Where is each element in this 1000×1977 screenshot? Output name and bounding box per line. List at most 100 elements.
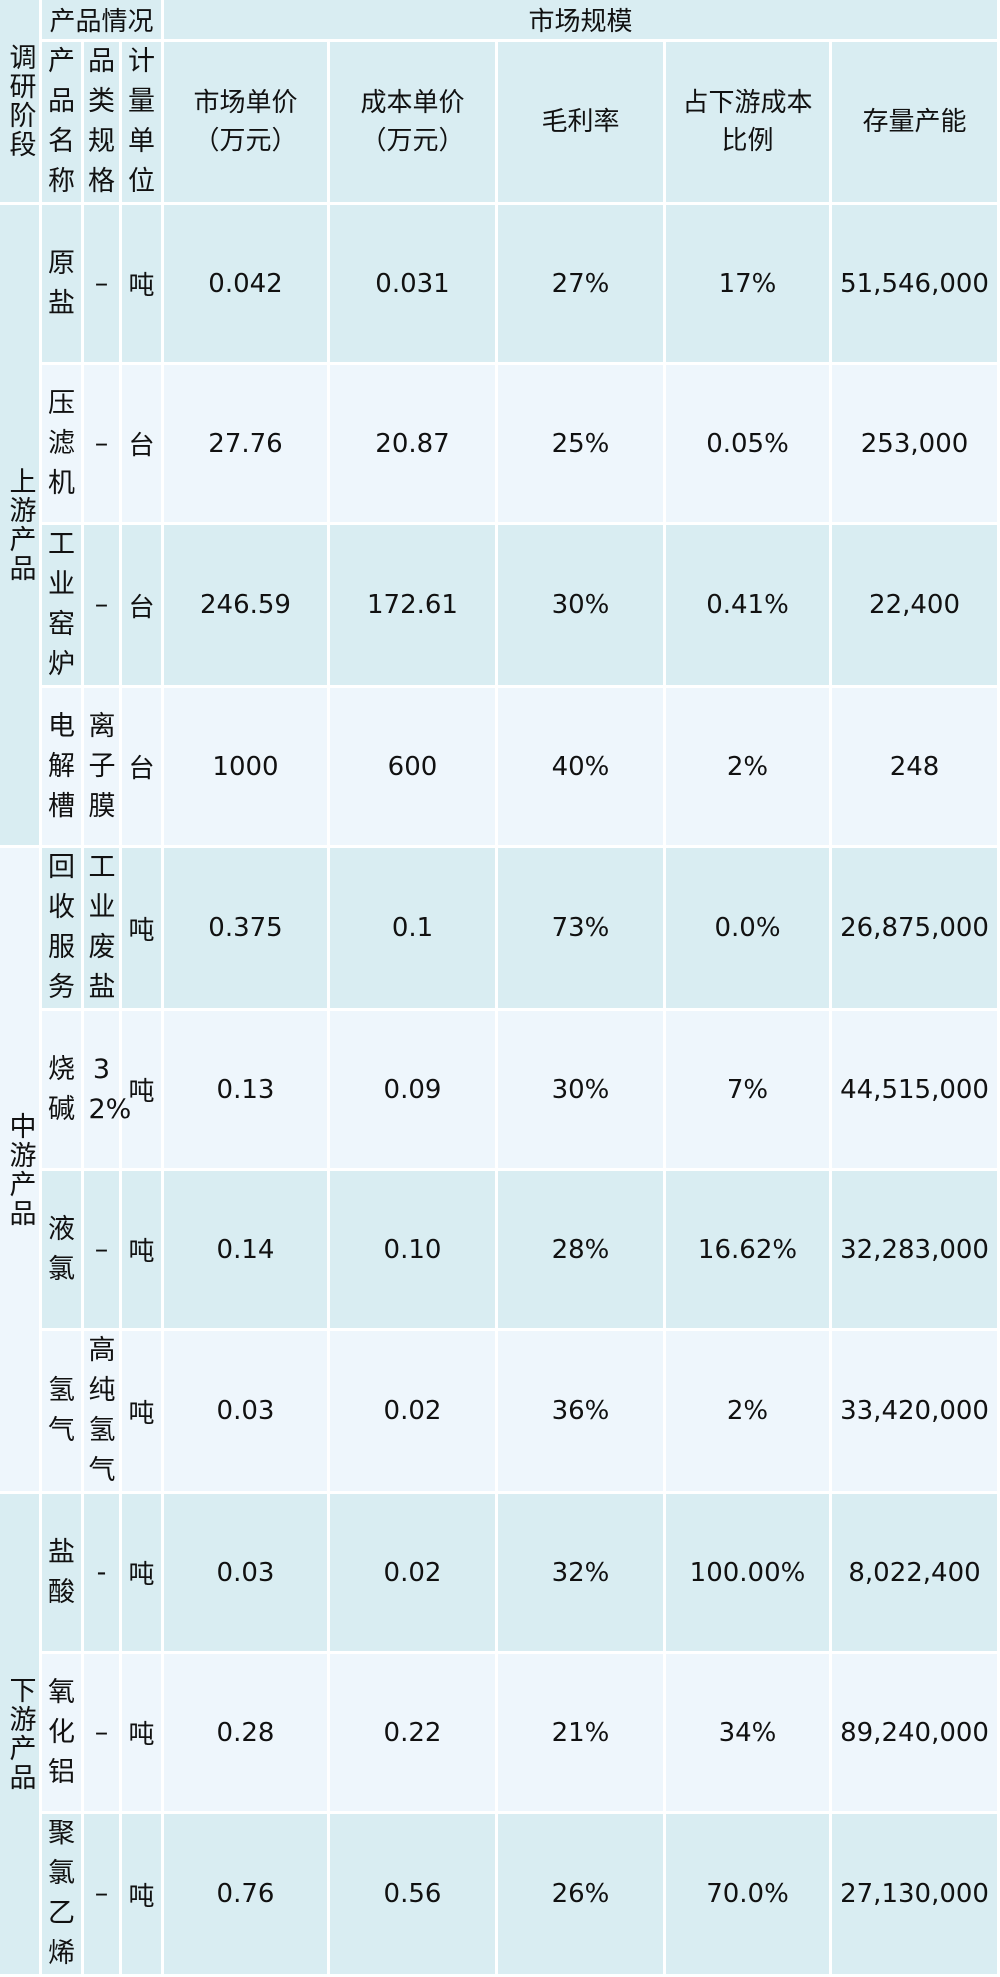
market-price: 0.76 xyxy=(164,1814,330,1977)
unit: 吨 xyxy=(122,848,164,1011)
product-name: 原盐 xyxy=(42,205,84,365)
cost-price: 0.10 xyxy=(330,1171,498,1331)
downstream-cost-ratio: 70.0% xyxy=(666,1814,832,1977)
market-price: 0.03 xyxy=(164,1494,330,1654)
product-name: 回收服务 xyxy=(42,848,84,1011)
category-spec: 32% xyxy=(84,1011,131,1171)
unit: 台 xyxy=(122,365,164,525)
header-product-info: 产品情况 xyxy=(42,0,164,42)
capacity: 89,240,000 xyxy=(832,1654,1000,1814)
stage-upstream: 上游产品 xyxy=(0,205,42,848)
unit: 吨 xyxy=(122,1171,164,1331)
unit: 吨 xyxy=(122,1814,164,1977)
category-spec: 工业废盐 xyxy=(84,848,122,1011)
downstream-cost-ratio: 16.62% xyxy=(666,1171,832,1331)
product-name: 电解槽 xyxy=(42,688,84,848)
unit: 吨 xyxy=(122,1654,164,1814)
market-price: 0.13 xyxy=(164,1011,330,1171)
gross-margin: 26% xyxy=(498,1814,666,1977)
product-name: 液氯 xyxy=(42,1171,84,1331)
capacity: 248 xyxy=(832,688,1000,848)
capacity: 253,000 xyxy=(832,365,1000,525)
header-market-price: 市场单价（万元） xyxy=(164,42,330,205)
gross-margin: 36% xyxy=(498,1331,666,1494)
market-price: 0.375 xyxy=(164,848,330,1011)
product-name: 氧化铝 xyxy=(42,1654,84,1814)
cost-price: 0.02 xyxy=(330,1494,498,1654)
category-spec: 高纯氢气 xyxy=(84,1331,122,1494)
cost-price: 172.61 xyxy=(330,525,498,688)
market-price: 0.042 xyxy=(164,205,330,365)
product-name: 氢气 xyxy=(42,1331,84,1494)
downstream-cost-ratio: 0.41% xyxy=(666,525,832,688)
capacity: 8,022,400 xyxy=(832,1494,1000,1654)
market-price: 246.59 xyxy=(164,525,330,688)
downstream-cost-ratio: 0.05% xyxy=(666,365,832,525)
downstream-cost-ratio: 2% xyxy=(666,1331,832,1494)
gross-margin: 27% xyxy=(498,205,666,365)
cost-price: 0.22 xyxy=(330,1654,498,1814)
gross-margin: 40% xyxy=(498,688,666,848)
stage-midstream: 中游产品 xyxy=(0,848,42,1494)
unit: 吨 xyxy=(122,1494,164,1654)
header-cost-price: 成本单价（万元） xyxy=(330,42,498,205)
cost-price: 0.56 xyxy=(330,1814,498,1977)
product-name: 烧碱 xyxy=(42,1011,84,1171)
product-name: 工业窑炉 xyxy=(42,525,84,688)
market-price: 1000 xyxy=(164,688,330,848)
header-market-scale: 市场规模 xyxy=(164,0,1000,42)
unit: 吨 xyxy=(122,1011,164,1171)
gross-margin: 32% xyxy=(498,1494,666,1654)
unit: 吨 xyxy=(122,205,164,365)
category-spec: – xyxy=(84,1654,122,1814)
category-spec: – xyxy=(84,525,122,688)
gross-margin: 30% xyxy=(498,1011,666,1171)
gross-margin: 73% xyxy=(498,848,666,1011)
gross-margin: 28% xyxy=(498,1171,666,1331)
capacity: 32,283,000 xyxy=(832,1171,1000,1331)
cost-price: 0.02 xyxy=(330,1331,498,1494)
capacity: 33,420,000 xyxy=(832,1331,1000,1494)
unit: 台 xyxy=(122,525,164,688)
product-name: 压滤机 xyxy=(42,365,84,525)
market-price: 0.14 xyxy=(164,1171,330,1331)
gross-margin: 30% xyxy=(498,525,666,688)
unit: 吨 xyxy=(122,1331,164,1494)
unit: 台 xyxy=(122,688,164,848)
header-stage: 调研阶段 xyxy=(0,0,42,205)
cost-price: 0.1 xyxy=(330,848,498,1011)
product-name: 盐酸 xyxy=(42,1494,84,1654)
cost-price: 0.09 xyxy=(330,1011,498,1171)
category-spec: 离子膜 xyxy=(84,688,122,848)
gross-margin: 25% xyxy=(498,365,666,525)
cost-price: 600 xyxy=(330,688,498,848)
market-price: 27.76 xyxy=(164,365,330,525)
downstream-cost-ratio: 2% xyxy=(666,688,832,848)
category-spec: - xyxy=(84,1494,122,1654)
cost-price: 20.87 xyxy=(330,365,498,525)
category-spec: – xyxy=(84,1814,122,1977)
product-name: 聚氯乙烯 xyxy=(42,1814,84,1977)
downstream-cost-ratio: 7% xyxy=(666,1011,832,1171)
market-price: 0.28 xyxy=(164,1654,330,1814)
gross-margin: 21% xyxy=(498,1654,666,1814)
capacity: 27,130,000 xyxy=(832,1814,1000,1977)
header-unit: 计量单位 xyxy=(122,42,164,205)
capacity: 22,400 xyxy=(832,525,1000,688)
capacity: 26,875,000 xyxy=(832,848,1000,1011)
downstream-cost-ratio: 100.00% xyxy=(666,1494,832,1654)
header-product-name: 产品名称 xyxy=(42,42,84,205)
market-price: 0.03 xyxy=(164,1331,330,1494)
stage-downstream: 下游产品 xyxy=(0,1494,42,1977)
downstream-cost-ratio: 0.0% xyxy=(666,848,832,1011)
header-category-spec: 品类规格 xyxy=(84,42,122,205)
header-capacity: 存量产能 xyxy=(832,42,1000,205)
header-gross-margin: 毛利率 xyxy=(498,42,666,205)
category-spec: – xyxy=(84,365,122,525)
cost-price: 0.031 xyxy=(330,205,498,365)
capacity: 51,546,000 xyxy=(832,205,1000,365)
header-downstream-cost-ratio: 占下游成本比例 xyxy=(666,42,832,205)
downstream-cost-ratio: 17% xyxy=(666,205,832,365)
downstream-cost-ratio: 34% xyxy=(666,1654,832,1814)
